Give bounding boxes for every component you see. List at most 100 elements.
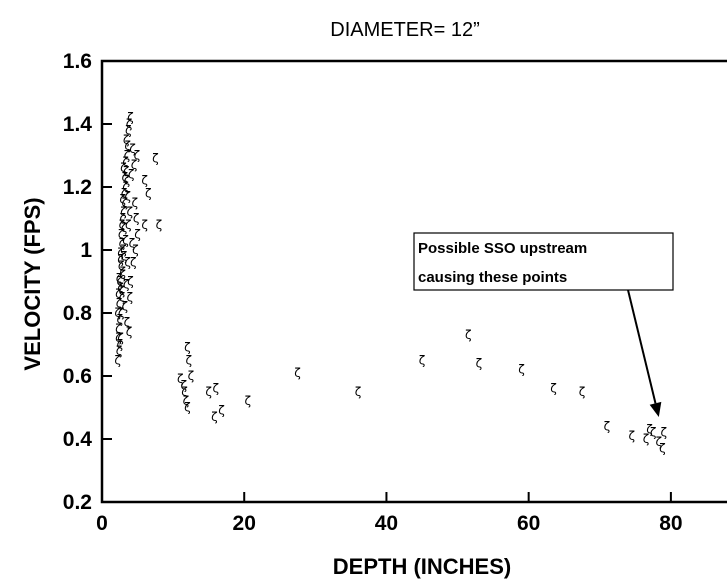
x-tick-label: 40 bbox=[375, 512, 398, 535]
data-point: ζ bbox=[646, 423, 653, 437]
x-tick-label: 80 bbox=[659, 512, 682, 535]
data-point: ζ bbox=[120, 161, 127, 175]
data-point: ζ bbox=[181, 385, 188, 399]
annotation-arrow-line bbox=[627, 289, 657, 404]
data-point: ζ bbox=[604, 419, 611, 433]
x-axis-label: DEPTH (INCHES) bbox=[333, 554, 511, 579]
data-point: ζ bbox=[119, 268, 126, 282]
data-point: ζ bbox=[125, 123, 132, 137]
data-point: ζ bbox=[122, 234, 129, 248]
data-point: ζ bbox=[114, 306, 121, 320]
data-point: ζ bbox=[121, 186, 128, 200]
x-tick-label: 0 bbox=[96, 512, 108, 535]
data-point: ζ bbox=[659, 441, 666, 455]
data-point: ζ bbox=[650, 426, 657, 440]
data-point: ζ bbox=[579, 385, 586, 399]
data-point: ζ bbox=[156, 218, 163, 232]
data-point: ζ bbox=[134, 227, 141, 241]
data-point: ζ bbox=[132, 243, 139, 257]
data-point: ζ bbox=[127, 275, 134, 289]
data-point: ζ bbox=[121, 249, 128, 263]
data-point: ζ bbox=[118, 306, 125, 320]
data-point: ζ bbox=[121, 300, 128, 314]
data-point: ζ bbox=[130, 256, 137, 270]
data-point: ζ bbox=[129, 142, 136, 156]
y-tick-label: 0.2 bbox=[63, 491, 92, 514]
y-tick-label: 1.4 bbox=[63, 113, 93, 136]
data-point: ζ bbox=[355, 385, 362, 399]
data-point: ζ bbox=[119, 218, 126, 232]
data-point: ζ bbox=[218, 404, 225, 418]
data-point: ζ bbox=[185, 353, 192, 367]
data-point: ζ bbox=[184, 341, 191, 355]
data-point: ζ bbox=[124, 315, 131, 329]
data-point: ζ bbox=[145, 186, 152, 200]
annotation-box bbox=[413, 232, 674, 291]
data-point: ζ bbox=[114, 353, 121, 367]
data-point: ζ bbox=[126, 205, 133, 219]
data-point: ζ bbox=[465, 328, 472, 342]
data-point: ζ bbox=[117, 275, 124, 289]
data-point: ζ bbox=[118, 259, 125, 273]
data-point: ζ bbox=[133, 212, 140, 226]
x-tick-label: 20 bbox=[233, 512, 256, 535]
data-point: ζ bbox=[476, 356, 483, 370]
data-point: ζ bbox=[126, 290, 133, 304]
data-point: ζ bbox=[141, 218, 148, 232]
data-point: ζ bbox=[119, 193, 126, 207]
data-point: ζ bbox=[629, 429, 636, 443]
data-point: ζ bbox=[116, 271, 123, 285]
y-tick-label: 0.4 bbox=[63, 428, 93, 451]
data-point: ζ bbox=[121, 171, 128, 185]
y-tick-label: 1.6 bbox=[63, 50, 92, 73]
data-point: ζ bbox=[117, 252, 124, 266]
data-point: ζ bbox=[141, 174, 148, 188]
data-point: ζ bbox=[183, 394, 190, 408]
data-point: ζ bbox=[550, 382, 557, 396]
data-point: ζ bbox=[211, 410, 218, 424]
data-point: ζ bbox=[125, 218, 132, 232]
data-point: ζ bbox=[123, 164, 130, 178]
data-point: ζ bbox=[129, 237, 136, 251]
data-point: ζ bbox=[115, 322, 122, 336]
data-point: ζ bbox=[123, 133, 130, 147]
data-point: ζ bbox=[124, 256, 131, 270]
chart-title: DIAMETER= 12” bbox=[330, 19, 479, 41]
data-point: ζ bbox=[120, 243, 127, 257]
data-point: ζ bbox=[115, 331, 122, 345]
data-point: ζ bbox=[188, 369, 195, 383]
data-point: ζ bbox=[661, 426, 668, 440]
data-point: ζ bbox=[131, 196, 138, 210]
data-point: ζ bbox=[123, 278, 130, 292]
data-point: ζ bbox=[152, 152, 159, 166]
data-point: ζ bbox=[184, 401, 191, 415]
data-point: ζ bbox=[205, 385, 212, 399]
data-point: ζ bbox=[124, 174, 131, 188]
data-point: ζ bbox=[122, 180, 129, 194]
data-point: ζ bbox=[117, 331, 124, 345]
data-point: ζ bbox=[656, 435, 663, 449]
annotation-line-1: Possible SSO upstream bbox=[418, 240, 587, 257]
data-point: ζ bbox=[181, 378, 188, 392]
data-point: ζ bbox=[128, 167, 135, 181]
data-point: ζ bbox=[419, 353, 426, 367]
data-point: ζ bbox=[120, 205, 127, 219]
annotation: Possible SSO upstream causing these poin… bbox=[413, 232, 674, 417]
data-point: ζ bbox=[119, 284, 126, 298]
data-point: ζ bbox=[121, 221, 128, 235]
data-point: ζ bbox=[134, 149, 141, 163]
data-point: ζ bbox=[124, 139, 131, 153]
data-point: ζ bbox=[124, 189, 131, 203]
data-point: ζ bbox=[131, 158, 138, 172]
y-axis-ticks: 0.2 0.4 0.6 0.8 1 1.2 1.4 1.6 bbox=[63, 50, 112, 514]
data-point: ζ bbox=[294, 366, 301, 380]
data-point: ζ bbox=[119, 212, 126, 226]
data-point: ζ bbox=[126, 117, 133, 131]
data-point: ζ bbox=[127, 111, 134, 125]
y-tick-label: 0.8 bbox=[63, 302, 93, 325]
data-point: ζ bbox=[116, 297, 123, 311]
data-points: ζζζζζζζζζζζζζζζζζζζζζζζζζζζζζζζζζζζζζζζζ… bbox=[114, 111, 667, 456]
data-point: ζ bbox=[117, 281, 124, 295]
plot-area bbox=[100, 59, 727, 504]
